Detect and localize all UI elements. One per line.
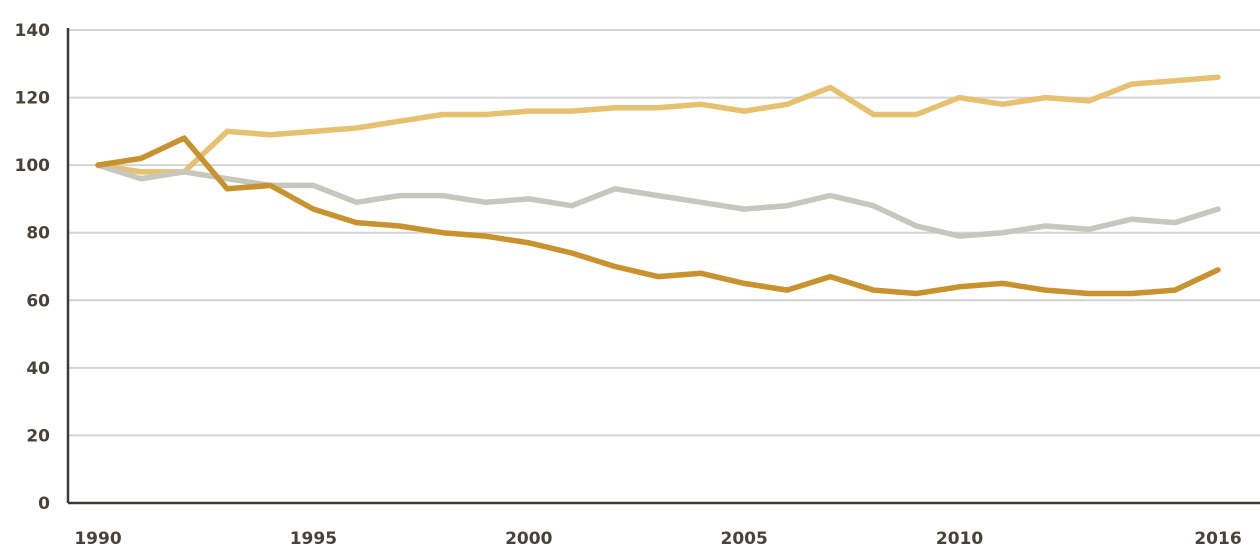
series-line-3 (95, 135, 1221, 297)
y-tick-label: 80 (26, 224, 50, 244)
y-tick-label: 0 (38, 494, 50, 514)
x-tick-label: 2010 (936, 529, 983, 549)
y-tick-label: 100 (15, 156, 51, 176)
x-tick-label: 2000 (505, 529, 552, 549)
x-tick-labels: 1990 1995 2000 2005 2010 2016 (74, 529, 1241, 549)
series-line-2 (95, 162, 1221, 239)
series-lines (95, 74, 1221, 297)
y-tick-label: 20 (26, 426, 50, 446)
series-line-1 (95, 74, 1221, 175)
x-tick-label: 1990 (74, 529, 121, 549)
y-tick-labels: 0 20 40 60 80 100 120 140 (15, 21, 51, 514)
x-tick-label: 2005 (720, 529, 767, 549)
y-tick-label: 120 (15, 89, 51, 109)
y-tick-label: 40 (26, 359, 50, 379)
y-tick-label: 60 (26, 291, 50, 311)
axes (66, 28, 1260, 505)
x-tick-label: 1995 (290, 529, 337, 549)
gridlines (68, 29, 1260, 437)
x-tick-label: 2016 (1194, 529, 1241, 549)
y-tick-label: 140 (15, 21, 51, 41)
